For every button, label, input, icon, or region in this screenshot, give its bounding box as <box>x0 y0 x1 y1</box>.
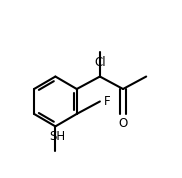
Text: SH: SH <box>49 130 65 143</box>
Text: O: O <box>118 117 128 130</box>
Text: F: F <box>104 95 111 108</box>
Text: Cl: Cl <box>94 56 106 69</box>
